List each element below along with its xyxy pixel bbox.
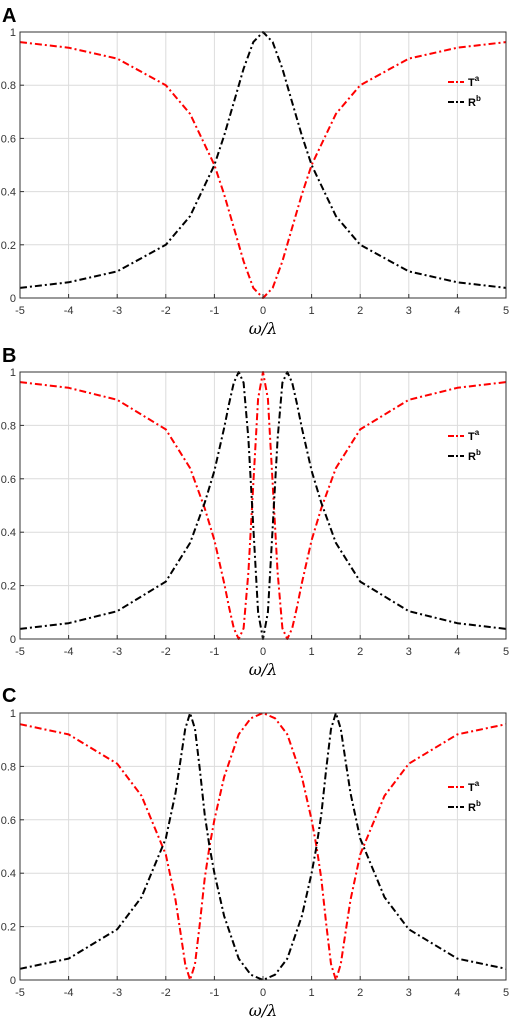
x-tick-label: 1 (309, 646, 315, 658)
x-tick-label: -3 (112, 646, 122, 658)
x-tick-label: 5 (503, 646, 509, 658)
legend: Ta Rb (448, 74, 481, 109)
x-tick-label: 3 (406, 305, 412, 317)
legend-label-main: T (468, 77, 475, 89)
legend-label-main: R (468, 802, 476, 814)
legend-label-superscript: a (475, 428, 480, 437)
panel-label: C (2, 685, 16, 707)
x-tick-label: -3 (112, 305, 122, 317)
x-tick-label: 0 (260, 305, 266, 317)
x-tick-label: 4 (454, 646, 460, 658)
x-tick-label: -5 (15, 646, 25, 658)
chart-panel-b: B -5 -4 -3 -2 -1 0 1 2 3 4 5 0 0.2 0.4 0.6 0.8 1 ω/λ Ta Rb (1, 345, 509, 679)
legend-label-superscript: a (475, 74, 480, 83)
legend-label-superscript: b (476, 94, 481, 103)
x-tick-label: 5 (503, 305, 509, 317)
legend-label-main: T (468, 782, 475, 794)
x-tick-label: -1 (210, 987, 220, 999)
legend-label-main: T (468, 431, 475, 443)
y-tick-label: 0.6 (1, 815, 16, 827)
x-tick-label: -4 (64, 987, 74, 999)
legend-label-t: Ta (468, 428, 480, 443)
x-tick-label: 3 (406, 987, 412, 999)
y-tick-label: 0 (10, 293, 16, 305)
y-tick-label: 0.4 (1, 187, 16, 199)
x-axis-label: ω/λ (249, 319, 278, 338)
legend: Ta Rb (448, 779, 481, 814)
y-tick-label: 1 (10, 708, 16, 720)
x-axis-label: ω/λ (249, 1001, 278, 1020)
y-tick-label: 0.2 (1, 240, 16, 252)
x-tick-label: 4 (454, 987, 460, 999)
x-tick-label: -3 (112, 987, 122, 999)
x-tick-label: -4 (64, 305, 74, 317)
chart-panel-c: C -5 -4 -3 -2 -1 0 1 2 3 4 5 0 0.2 0.4 0.6 0.8 1 ω/λ Ta Rb (1, 685, 509, 1020)
legend-label-main: R (468, 451, 476, 463)
x-tick-label: -2 (161, 987, 171, 999)
legend-label-r: Rb (468, 799, 481, 814)
legend: Ta Rb (448, 428, 481, 463)
x-tick-label: -2 (161, 646, 171, 658)
y-tick-label: 0.4 (1, 527, 16, 539)
y-tick-label: 0.6 (1, 474, 16, 486)
legend-label-t: Ta (468, 74, 480, 89)
legend-label-r: Rb (468, 94, 481, 109)
x-tick-label: -5 (15, 305, 25, 317)
y-tick-label: 0.6 (1, 133, 16, 145)
x-tick-label: 0 (260, 987, 266, 999)
x-tick-label: 2 (357, 987, 363, 999)
x-tick-label: 2 (357, 646, 363, 658)
x-tick-label: 4 (454, 305, 460, 317)
x-tick-label: 0 (260, 646, 266, 658)
x-tick-label: 1 (309, 305, 315, 317)
legend-label-r: Rb (468, 448, 481, 463)
panel-label: A (2, 5, 16, 27)
y-tick-label: 0 (10, 975, 16, 987)
x-tick-label: -4 (64, 646, 74, 658)
y-tick-label: 0.8 (1, 80, 16, 92)
y-tick-label: 1 (10, 367, 16, 379)
x-axis-label: ω/λ (249, 660, 278, 679)
legend-label-superscript: a (475, 779, 480, 788)
y-tick-label: 0.8 (1, 761, 16, 773)
legend-label-superscript: b (476, 799, 481, 808)
y-tick-label: 0 (10, 634, 16, 646)
y-tick-label: 1 (10, 27, 16, 39)
chart-panel-a: A -5 -4 -3 -2 -1 0 1 2 3 4 5 0 0.2 0.4 0.6 0.8 1 ω/λ Ta Rb (1, 5, 509, 338)
x-tick-label: 3 (406, 646, 412, 658)
x-tick-label: 2 (357, 305, 363, 317)
y-tick-label: 0.4 (1, 868, 16, 880)
legend-label-main: R (468, 97, 476, 109)
y-tick-label: 0.2 (1, 581, 16, 593)
x-tick-label: -5 (15, 987, 25, 999)
x-tick-label: -2 (161, 305, 171, 317)
x-tick-label: 5 (503, 987, 509, 999)
legend-label-t: Ta (468, 779, 480, 794)
x-tick-label: 1 (309, 987, 315, 999)
y-tick-label: 0.8 (1, 420, 16, 432)
panel-label: B (2, 345, 16, 367)
legend-label-superscript: b (476, 448, 481, 457)
x-tick-label: -1 (210, 305, 220, 317)
x-tick-label: -1 (210, 646, 220, 658)
y-tick-label: 0.2 (1, 922, 16, 934)
